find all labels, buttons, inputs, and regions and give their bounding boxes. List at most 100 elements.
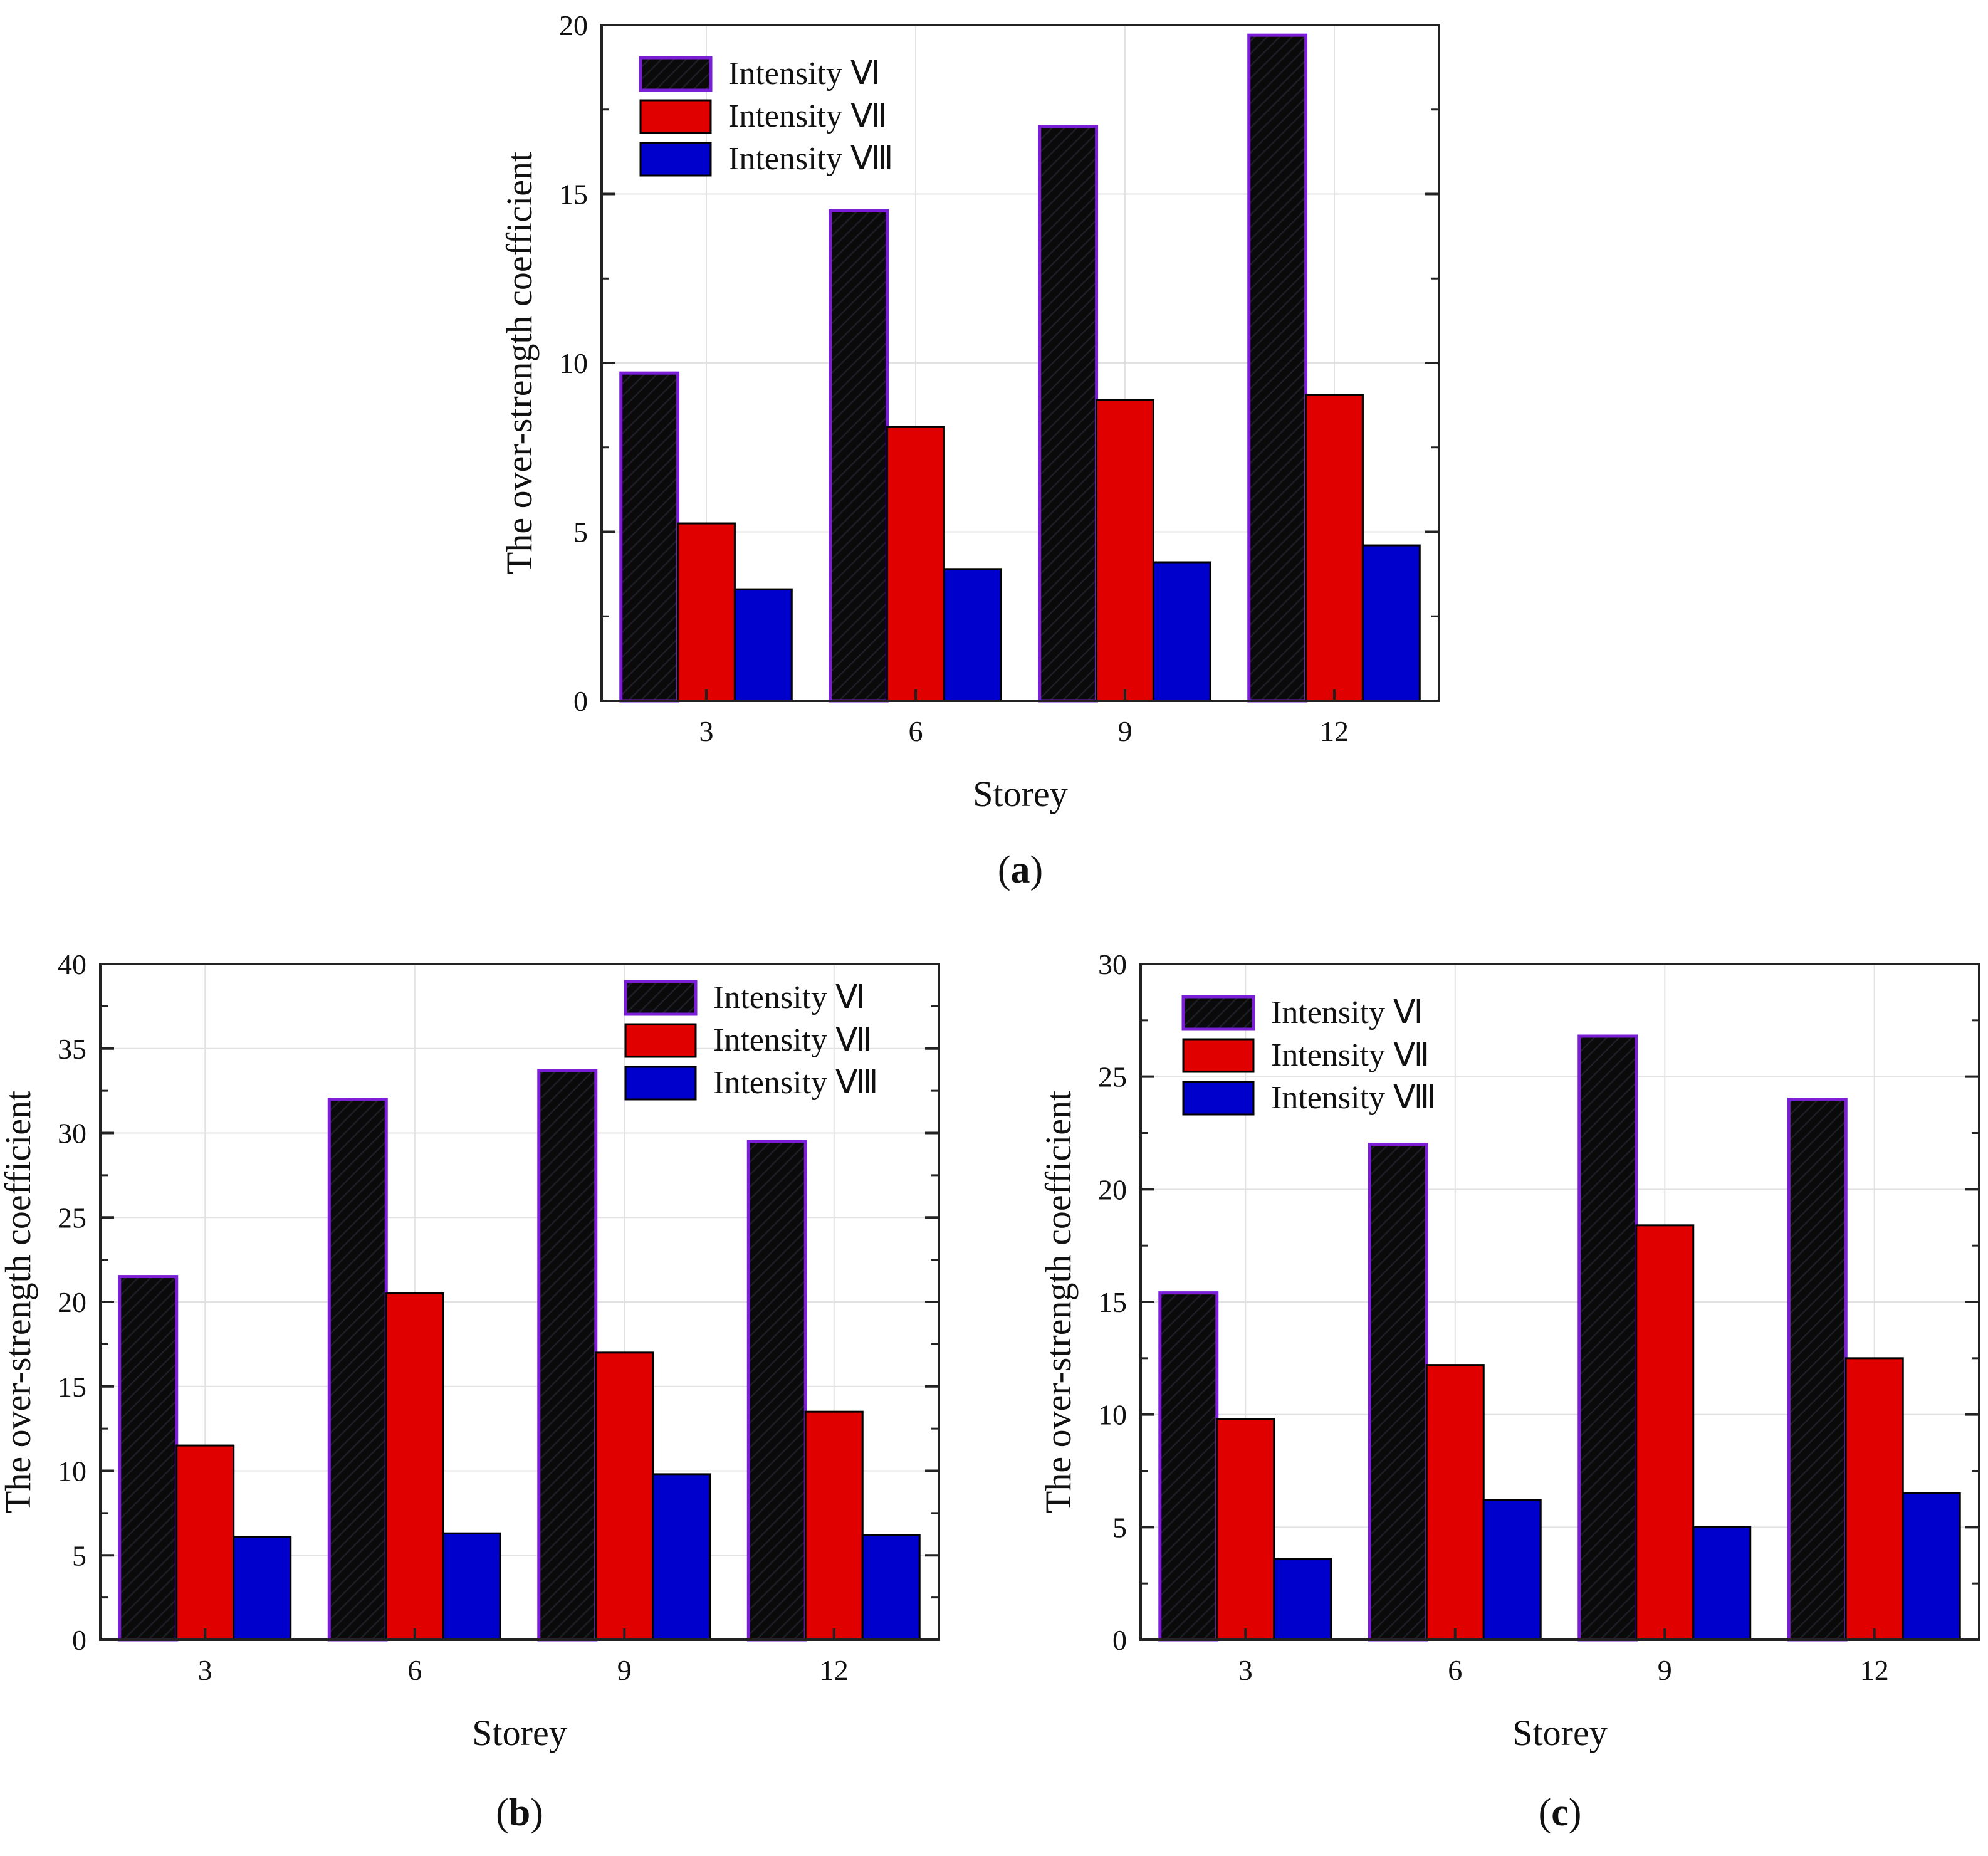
y-tick-label: 35 — [58, 1033, 86, 1065]
x-tick-label: 9 — [1118, 715, 1133, 747]
bar-c-series2-6 — [1425, 1364, 1485, 1641]
bar-b-series2-12 — [804, 1410, 864, 1641]
bar-a-series3-12 — [1361, 544, 1421, 702]
x-tick-label: 3 — [198, 1654, 212, 1686]
bar-a-series1-3 — [619, 371, 680, 703]
y-tick-label: 10 — [559, 347, 588, 379]
x-axis-label: Storey — [1512, 1712, 1607, 1753]
y-tick-label: 5 — [573, 516, 588, 548]
y-axis-label: The over-strength coefficient — [499, 152, 540, 574]
y-tick-label: 15 — [1098, 1286, 1127, 1318]
y-tick-label: 20 — [1098, 1173, 1127, 1205]
y-tick-label: 20 — [559, 9, 588, 41]
legend-swatch-series2 — [639, 99, 712, 134]
bar-b-series1-9 — [537, 1069, 598, 1642]
legend-label-series2: Intensity Ⅶ — [1271, 1037, 1430, 1073]
y-tick-label: 10 — [1098, 1399, 1127, 1431]
x-axis-label: Storey — [973, 773, 1067, 814]
x-axis-label: Storey — [472, 1712, 567, 1753]
bar-a-series2-6 — [886, 426, 945, 702]
legend-label-series1: Intensity Ⅵ — [728, 56, 881, 92]
x-tick-label: 12 — [820, 1654, 849, 1686]
bar-b-series3-9 — [652, 1473, 711, 1641]
bar-c-series3-9 — [1692, 1526, 1752, 1641]
bar-a-series3-9 — [1152, 561, 1211, 702]
bar-b-series1-12 — [746, 1140, 807, 1642]
y-tick-label: 25 — [1098, 1061, 1127, 1093]
legend-label-series2: Intensity Ⅶ — [728, 98, 887, 134]
y-tick-label: 20 — [58, 1286, 86, 1318]
bar-c-series3-12 — [1902, 1492, 1961, 1641]
bar-b-series3-12 — [861, 1534, 921, 1641]
bar-c-series2-3 — [1216, 1418, 1275, 1641]
bar-c-series3-3 — [1273, 1558, 1332, 1641]
legend-label-series2: Intensity Ⅶ — [713, 1022, 872, 1058]
bar-b-series3-3 — [233, 1536, 292, 1641]
chart-panel-b: 0 5 10 15 20 25 30 35 40 3 6 9 12 Storey The over-stre… — [0, 948, 940, 1834]
y-tick-label: 30 — [1098, 948, 1127, 980]
legend-label-series3: Intensity Ⅷ — [728, 141, 893, 177]
panel-label: (b) — [496, 1791, 543, 1834]
bar-c-series1-3 — [1158, 1291, 1219, 1642]
y-tick-label: 10 — [58, 1455, 86, 1487]
legend-swatch-series1 — [639, 56, 713, 92]
panel-label: (c) — [1539, 1791, 1582, 1834]
y-tick-label: 5 — [1112, 1511, 1127, 1543]
legend-swatch-series3 — [1182, 1081, 1255, 1116]
x-tick-label: 12 — [1860, 1654, 1889, 1686]
bar-a-series2-9 — [1096, 399, 1154, 702]
bar-a-series1-9 — [1038, 125, 1099, 703]
legend-label-series1: Intensity Ⅵ — [1271, 995, 1423, 1030]
chart-panel-c: 0 5 10 15 20 25 30 3 6 9 12 Storey The over-strength… — [1038, 948, 1980, 1834]
panel-label: (a) — [998, 849, 1043, 891]
legend-swatch-series3 — [639, 142, 712, 177]
legend-swatch-series3 — [624, 1066, 697, 1101]
y-tick-label: 25 — [58, 1202, 86, 1234]
y-tick-label: 0 — [72, 1624, 86, 1656]
bar-a-series2-3 — [677, 522, 736, 702]
bar-c-series1-12 — [1787, 1098, 1848, 1642]
bar-b-series3-6 — [442, 1532, 501, 1641]
bar-a-series1-6 — [829, 209, 889, 703]
x-tick-label: 6 — [407, 1654, 422, 1686]
y-tick-label: 15 — [58, 1371, 86, 1403]
y-tick-label: 40 — [58, 948, 86, 980]
y-tick-label: 5 — [72, 1539, 86, 1571]
x-tick-label: 6 — [909, 715, 923, 747]
bar-c-series2-9 — [1635, 1224, 1695, 1641]
chart-panel-a: 0 5 10 15 20 3 6 9 12 Storey The over-strength coe… — [499, 9, 1440, 891]
bar-c-series3-6 — [1482, 1499, 1542, 1641]
y-tick-label: 15 — [559, 179, 588, 211]
legend-swatch-series2 — [1182, 1038, 1255, 1073]
y-axis-label: The over-strength coefficient — [0, 1091, 38, 1513]
bar-c-series1-6 — [1368, 1142, 1428, 1642]
bar-b-series2-3 — [175, 1444, 235, 1641]
y-axis-label: The over-strength coefficient — [1038, 1091, 1079, 1513]
legend-swatch-series1 — [624, 980, 698, 1016]
x-tick-label: 3 — [1238, 1654, 1253, 1686]
x-tick-label: 12 — [1320, 715, 1349, 747]
x-tick-label: 9 — [1658, 1654, 1672, 1686]
legend-label-series3: Intensity Ⅷ — [1271, 1080, 1436, 1116]
bar-a-series2-12 — [1305, 394, 1364, 702]
bar-b-series2-6 — [385, 1292, 444, 1641]
x-tick-label: 3 — [699, 715, 714, 747]
bar-a-series3-6 — [943, 568, 1002, 702]
bar-c-series2-12 — [1844, 1357, 1904, 1641]
legend-label-series1: Intensity Ⅵ — [713, 980, 866, 1015]
bar-c-series1-9 — [1577, 1034, 1638, 1642]
bar-b-series1-3 — [118, 1275, 179, 1642]
y-tick-label: 0 — [573, 685, 588, 717]
legend-swatch-series2 — [624, 1023, 697, 1058]
bar-a-series3-3 — [733, 588, 793, 702]
bar-a-series1-12 — [1247, 33, 1308, 703]
x-tick-label: 9 — [617, 1654, 632, 1686]
y-tick-label: 0 — [1112, 1624, 1127, 1656]
legend-label-series3: Intensity Ⅷ — [713, 1065, 878, 1101]
bar-b-series1-6 — [327, 1098, 388, 1642]
x-tick-label: 6 — [1448, 1654, 1462, 1686]
legend-swatch-series1 — [1181, 995, 1255, 1031]
bar-b-series2-9 — [595, 1351, 654, 1641]
y-tick-label: 30 — [58, 1118, 86, 1150]
